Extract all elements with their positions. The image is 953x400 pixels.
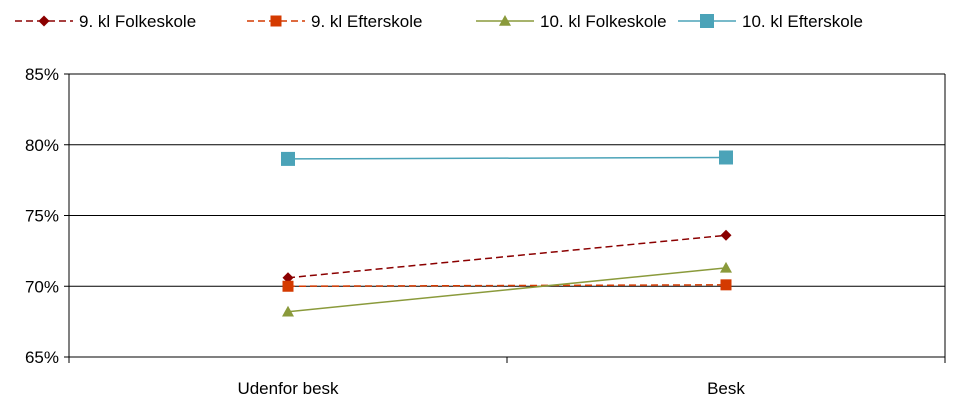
legend-label: 10. kl Efterskole [742, 12, 863, 31]
9-kl-folkeskole-legend-marker [38, 15, 50, 27]
y-tick-label: 85% [25, 65, 59, 84]
legend-item-9-kl-efterskole: 9. kl Efterskole [247, 12, 423, 31]
10-kl-folkeskole-point [282, 305, 294, 317]
legend: 9. kl Folkeskole 9. kl Efterskole 10. kl F… [15, 12, 863, 31]
legend-item-9-kl-folkeskole: 9. kl Folkeskole [15, 12, 196, 31]
10-kl-folkeskole-legend-marker [499, 15, 511, 26]
9-kl-folkeskole-point [720, 229, 732, 241]
10-kl-efterskole-legend-marker [700, 14, 714, 28]
legend-label: 9. kl Folkeskole [79, 12, 196, 31]
series-9-kl-efterskole [282, 279, 732, 292]
10-kl-efterskole-point [281, 151, 295, 166]
x-tick-label: Udenfor besk [237, 379, 339, 398]
9-kl-efterskole-legend-marker [270, 15, 282, 27]
y-tick-label: 65% [25, 348, 59, 367]
y-tick-label: 70% [25, 277, 59, 296]
y-tick-label: 80% [25, 136, 59, 155]
10-kl-efterskole-line [287, 156, 727, 160]
9-kl-folkeskole-point [282, 272, 294, 284]
legend-item-10-kl-efterskole: 10. kl Efterskole [678, 12, 863, 31]
y-tick-label: 75% [25, 207, 59, 226]
x-axis-ticks: Udenfor besk Besk [68, 357, 946, 398]
gridlines [69, 73, 945, 287]
9-kl-efterskole-point [720, 279, 732, 291]
9-kl-efterskole-line [287, 284, 727, 287]
10-kl-folkeskole-line [287, 267, 727, 313]
x-tick-label: Besk [707, 379, 745, 398]
series-9-kl-folkeskole [282, 229, 732, 284]
9-kl-efterskole-point [282, 280, 294, 292]
series-10-kl-folkeskole [282, 261, 732, 317]
10-kl-folkeskole-point [720, 261, 732, 273]
series-layer [281, 150, 733, 317]
legend-item-10-kl-folkeskole: 10. kl Folkeskole [476, 12, 667, 31]
y-axis-ticks: 65% 70% 75% 80% 85% [25, 65, 69, 367]
legend-label: 10. kl Folkeskole [540, 12, 667, 31]
legend-label: 9. kl Efterskole [311, 12, 423, 31]
9-kl-folkeskole-line [287, 234, 727, 279]
10-kl-efterskole-point [719, 150, 733, 165]
series-10-kl-efterskole [281, 150, 733, 166]
